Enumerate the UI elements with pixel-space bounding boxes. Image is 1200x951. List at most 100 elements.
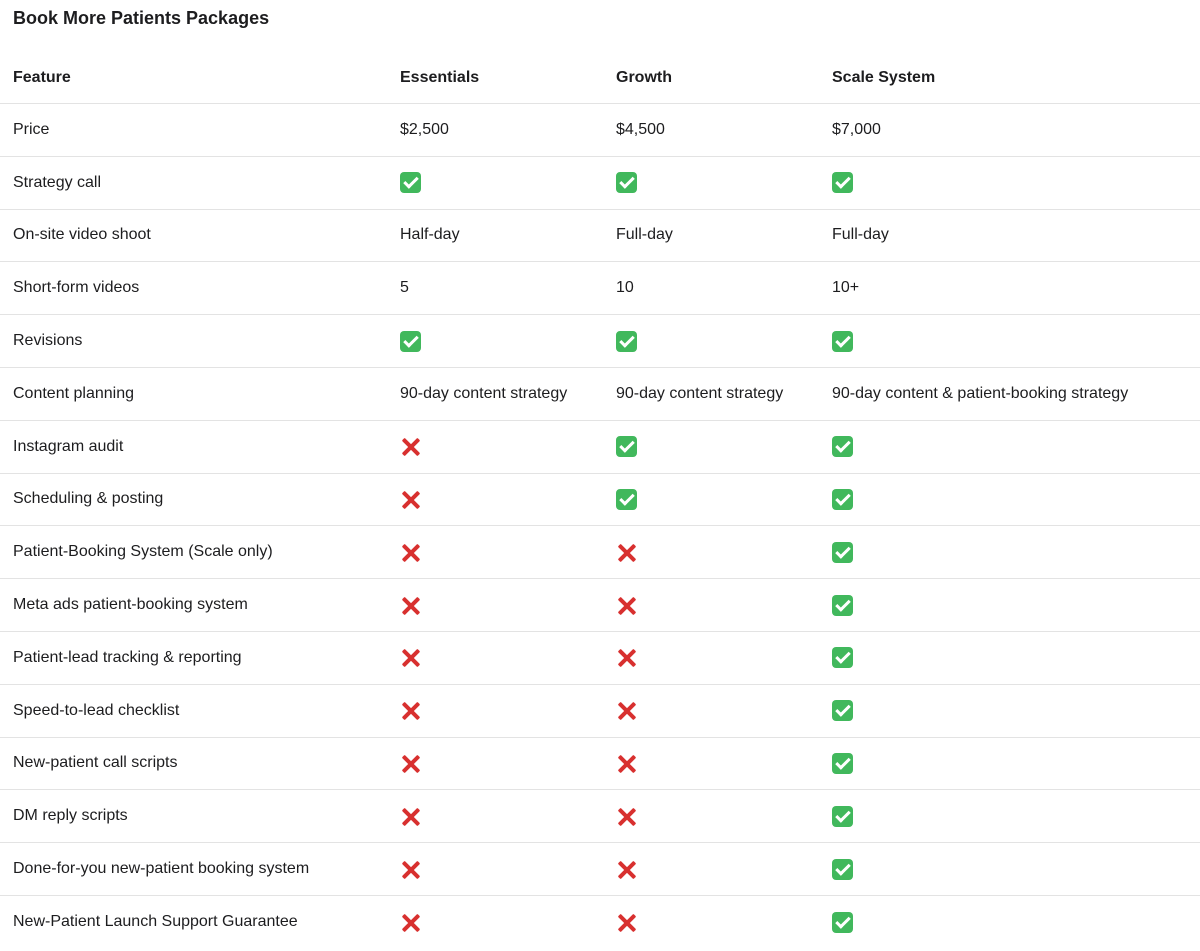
check-icon [832,330,853,352]
table-body: Price $2,500 $4,500 $7,000 Strategy call On-s… [0,104,1200,949]
check-icon [832,805,853,827]
feature-cell: DM reply scripts [13,807,128,825]
cross-icon [400,912,421,933]
column-header-feature: Feature [13,68,71,86]
feature-cell: Price [13,120,50,138]
value-cell [820,805,1200,827]
value-cell [820,330,1200,352]
table-row: Instagram audit [0,421,1200,474]
table-row: Meta ads patient-booking system [0,579,1200,632]
check-icon [616,436,637,458]
feature-cell: New-patient call scripts [13,754,178,772]
column-header-scale-system: Scale System [832,68,936,86]
feature-cell: Scheduling & posting [13,490,164,508]
value-cell [604,806,820,827]
feature-cell: Meta ads patient-booking system [13,596,248,614]
cross-icon [400,859,421,880]
value-cell: $4,500 [616,120,665,138]
check-icon [832,436,853,458]
table-row: Done-for-you new-patient booking system [0,843,1200,896]
feature-cell: Strategy call [13,173,102,191]
cross-icon [400,436,421,457]
table-row: New-patient call scripts [0,738,1200,791]
value-cell [388,806,604,827]
table-row: Scheduling & posting [0,474,1200,527]
table-row: On-site video shoot Half-day Full-day Full-… [0,210,1200,263]
value-cell [388,859,604,880]
value-cell [388,912,604,933]
cross-icon [400,595,421,616]
feature-cell: Patient-Booking System (Scale only) [13,543,273,561]
value-cell [820,647,1200,669]
value-cell [820,858,1200,880]
value-cell [388,330,604,352]
check-icon [616,488,637,510]
cross-icon [400,542,421,563]
value-cell [604,595,820,616]
feature-cell: Done-for-you new-patient booking system [13,860,310,878]
value-cell [820,436,1200,458]
table-row: New-Patient Launch Support Guarantee [0,896,1200,949]
column-header-growth: Growth [616,68,672,86]
feature-cell: Patient-lead tracking & reporting [13,648,242,666]
value-cell [388,647,604,668]
value-cell [388,595,604,616]
cross-icon [616,753,637,774]
table-row: Price $2,500 $4,500 $7,000 [0,104,1200,157]
check-icon [832,858,853,880]
check-icon [400,330,421,352]
cross-icon [616,700,637,721]
check-icon [832,594,853,616]
page-title: Book More Patients Packages [13,8,270,28]
value-cell [820,594,1200,616]
table-header-row: Feature Essentials Growth Scale System [0,52,1200,104]
value-cell [604,436,820,458]
cross-icon [616,912,637,933]
check-icon [832,647,853,669]
packages-table: Feature Essentials Growth Scale System P… [0,52,1200,949]
table-row: Revisions [0,315,1200,368]
value-cell: 10 [616,279,634,297]
value-cell [604,488,820,510]
cross-icon [616,542,637,563]
value-cell [604,542,820,563]
value-cell: 90-day content & patient-booking strateg… [832,384,1129,402]
feature-cell: Speed-to-lead checklist [13,701,180,719]
table-row: Speed-to-lead checklist [0,685,1200,738]
cross-icon [616,859,637,880]
cross-icon [400,700,421,721]
feature-cell: On-site video shoot [13,226,151,244]
check-icon [832,541,853,563]
value-cell: 90-day content strategy [400,384,568,402]
cross-icon [400,806,421,827]
value-cell [604,912,820,933]
value-cell: $7,000 [832,120,881,138]
cross-icon [616,806,637,827]
table-row: Content planning 90-day content strategy 9… [0,368,1200,421]
check-icon [832,488,853,510]
column-header-essentials: Essentials [400,68,480,86]
check-icon [400,172,421,194]
value-cell: Full-day [616,226,673,244]
value-cell [604,172,820,194]
cross-icon [400,647,421,668]
value-cell [604,700,820,721]
value-cell [604,753,820,774]
value-cell [604,859,820,880]
table-row: Patient-lead tracking & reporting [0,632,1200,685]
feature-cell: New-Patient Launch Support Guarantee [13,913,298,931]
check-icon [832,752,853,774]
value-cell [388,753,604,774]
feature-cell: Content planning [13,384,134,402]
value-cell: Half-day [400,226,460,244]
value-cell [820,488,1200,510]
table-row: Patient-Booking System (Scale only) [0,526,1200,580]
feature-cell: Revisions [13,332,83,350]
value-cell: 90-day content strategy [616,384,784,402]
value-cell: Full-day [832,226,889,244]
value-cell [388,489,604,510]
check-icon [616,330,637,352]
value-cell: 10+ [832,279,860,297]
value-cell [820,172,1200,194]
value-cell [820,541,1200,563]
